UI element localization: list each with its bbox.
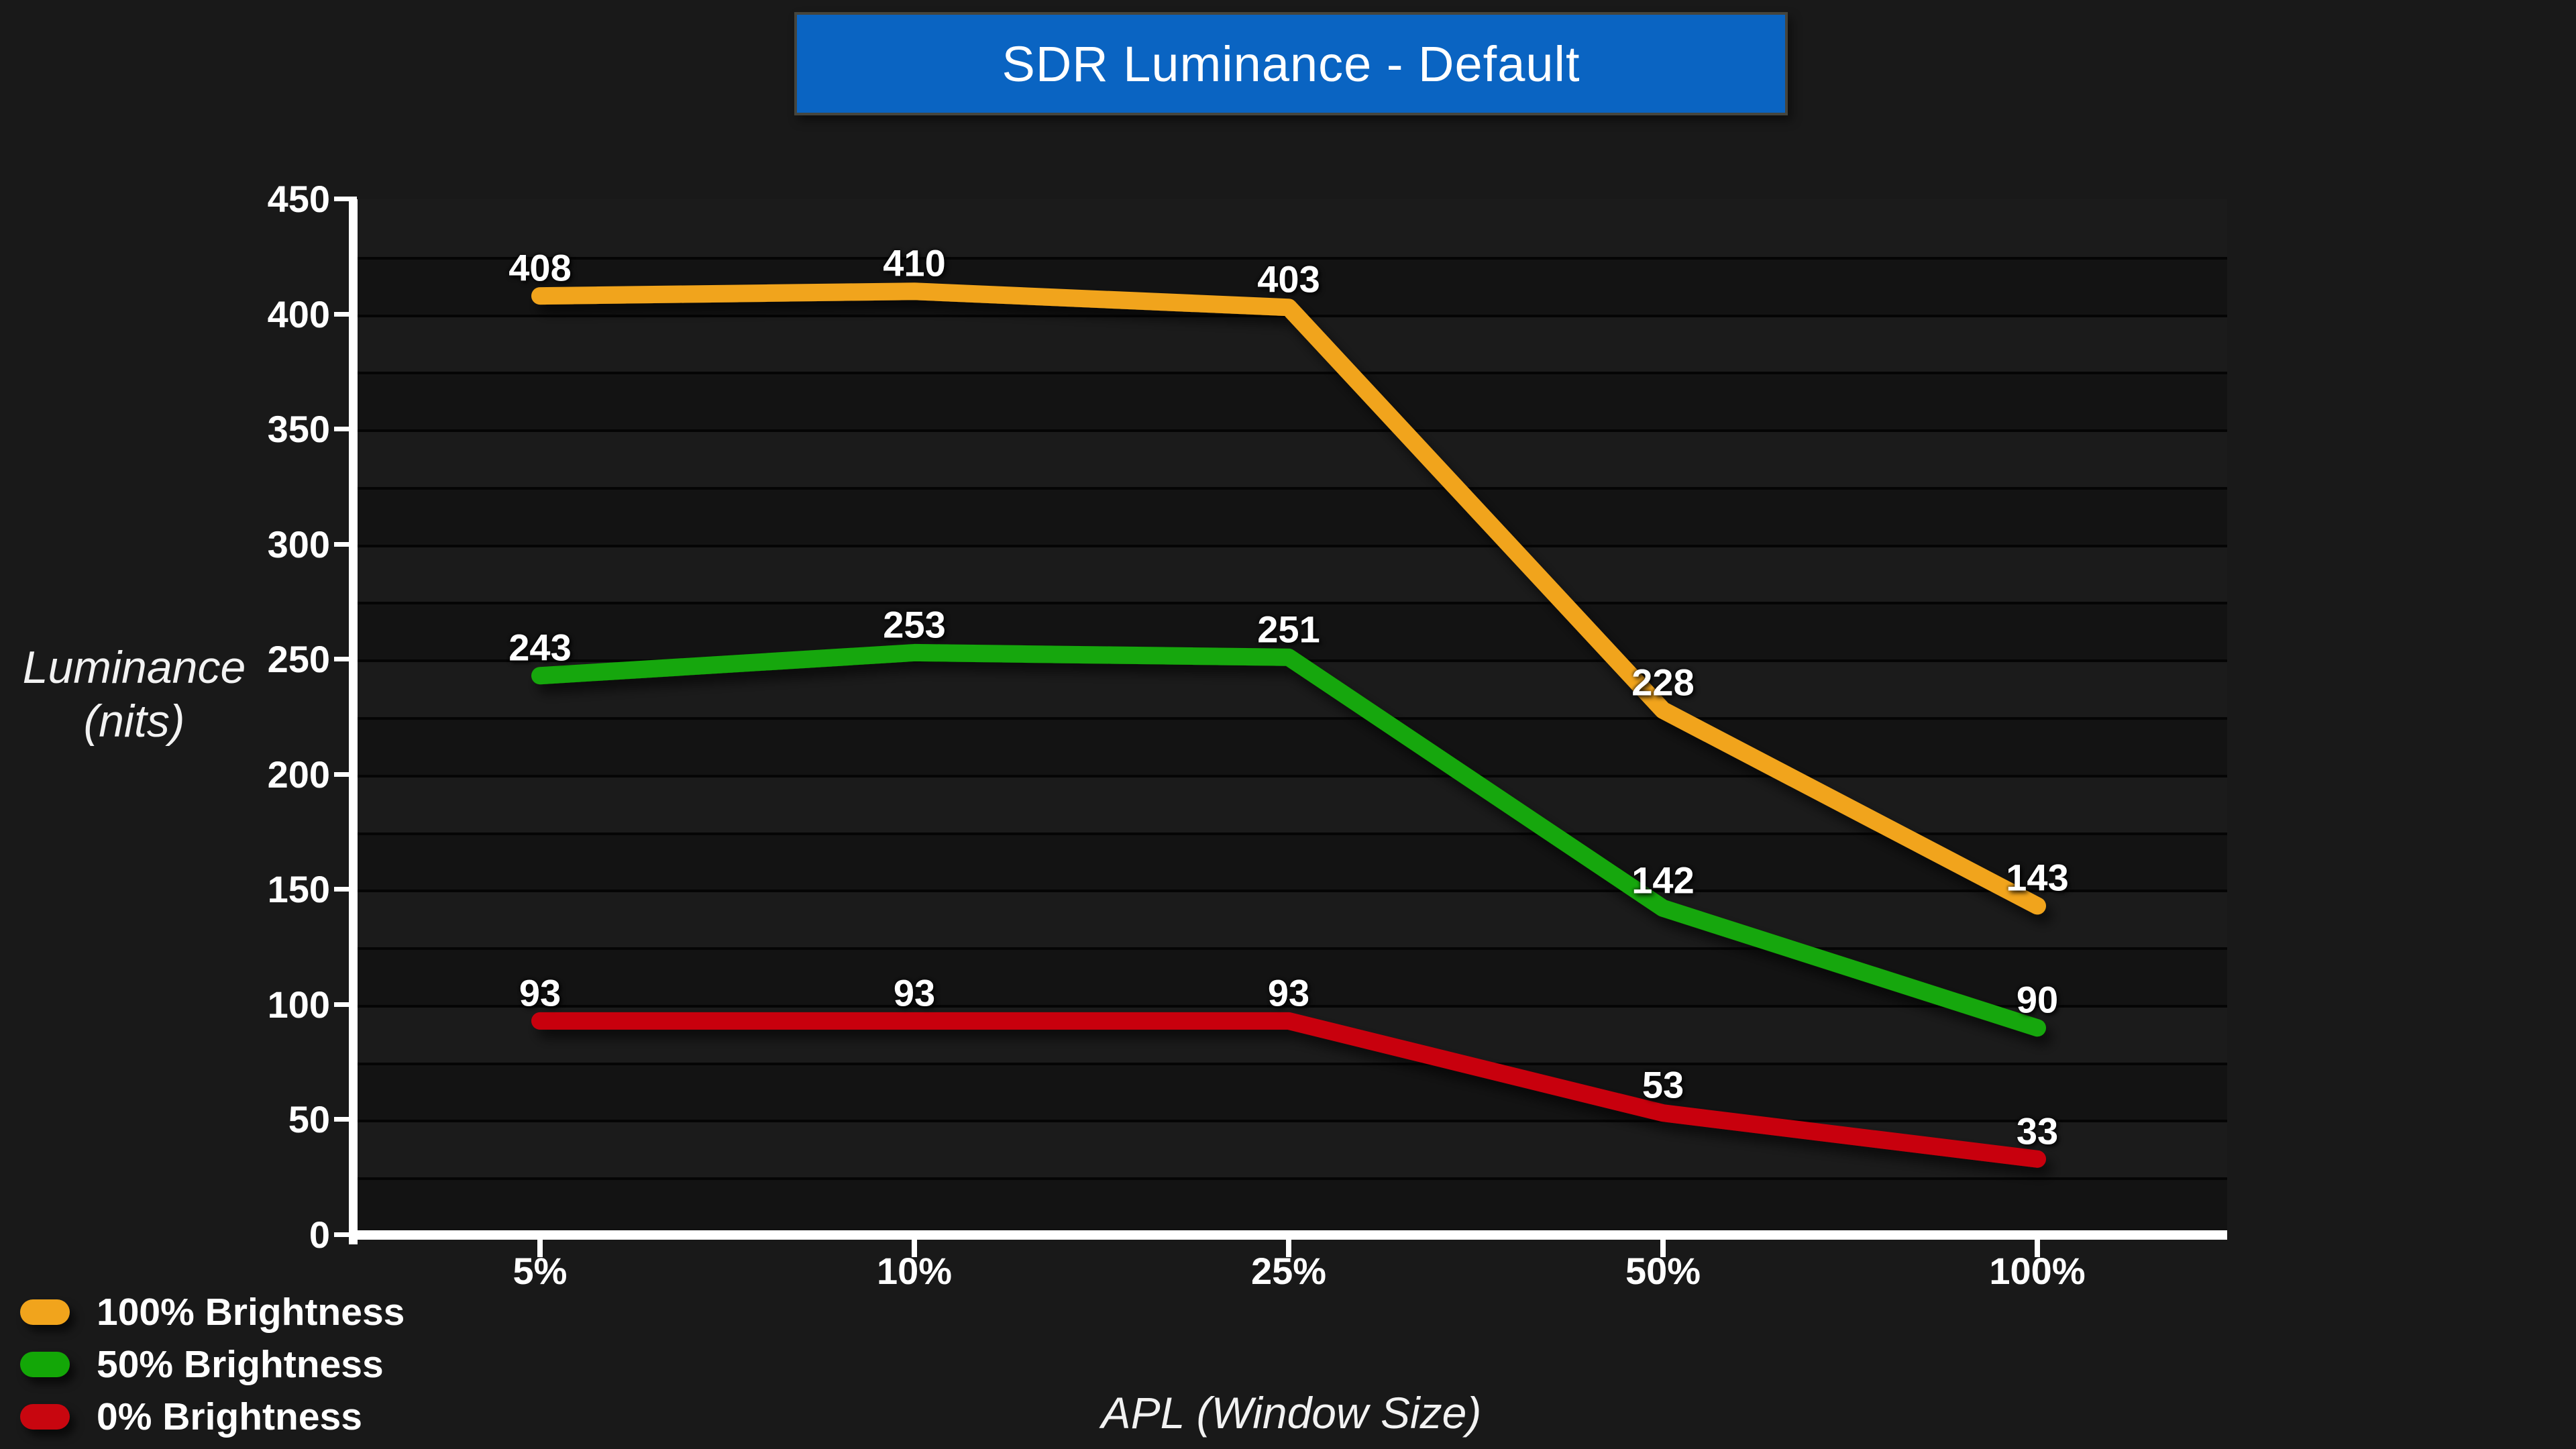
data-label: 403 — [1257, 258, 1320, 301]
data-label: 93 — [893, 971, 936, 1014]
x-axis-title: APL (Window Size) — [1101, 1388, 1482, 1438]
data-label: 410 — [883, 241, 946, 284]
x-axis-tick — [1660, 1240, 1666, 1257]
plot-band — [357, 372, 2227, 430]
plot-band — [357, 1062, 2227, 1120]
x-tick-label: 10% — [876, 1250, 953, 1292]
y-axis-tick — [334, 657, 357, 662]
data-label: 143 — [2006, 856, 2069, 899]
chart-title: SDR Luminance - Default — [1002, 36, 1580, 92]
y-axis-tick — [334, 1117, 357, 1122]
legend-label: 100% Brightness — [97, 1291, 405, 1334]
y-tick-label: 50 — [288, 1098, 330, 1141]
y-tick-label: 200 — [267, 753, 330, 796]
data-label: 93 — [519, 971, 561, 1014]
data-label: 253 — [883, 603, 946, 646]
data-label: 228 — [1631, 661, 1695, 704]
legend-item: 100% Brightness — [20, 1291, 405, 1334]
y-axis-tick — [334, 771, 357, 777]
y-tick-label: 100 — [267, 983, 330, 1026]
data-label: 33 — [2016, 1110, 2059, 1152]
y-tick-label: 400 — [267, 292, 330, 335]
x-axis — [349, 1230, 2227, 1240]
legend-label: 50% Brightness — [97, 1343, 384, 1386]
y-axis-tick — [334, 1232, 357, 1237]
y-tick-label: 450 — [267, 178, 330, 220]
y-tick-label: 0 — [309, 1214, 330, 1256]
plot-band — [357, 774, 2227, 833]
data-label: 251 — [1257, 608, 1320, 651]
data-label: 408 — [508, 246, 572, 289]
legend-label: 0% Brightness — [97, 1395, 362, 1438]
y-tick-label: 150 — [267, 868, 330, 911]
chart-title-box: SDR Luminance - Default — [794, 12, 1788, 115]
y-axis — [349, 199, 358, 1244]
x-axis-tick — [912, 1240, 917, 1257]
x-axis-tick — [1286, 1240, 1291, 1257]
y-axis-tick — [334, 311, 357, 317]
y-axis-tick — [334, 1002, 357, 1007]
data-label: 93 — [1267, 971, 1310, 1014]
y-tick-label: 350 — [267, 408, 330, 451]
legend-swatch — [20, 1404, 70, 1430]
x-tick-label: 50% — [1625, 1250, 1701, 1292]
y-axis-tick — [334, 197, 357, 201]
series-line — [531, 282, 2046, 915]
legend-swatch — [20, 1352, 70, 1377]
plot-band — [357, 1177, 2227, 1235]
data-label: 142 — [1631, 859, 1695, 902]
legend-swatch — [20, 1299, 70, 1325]
plot-band — [357, 486, 2227, 545]
series-lines — [531, 282, 2046, 1168]
plot-band — [357, 717, 2227, 775]
y-tick-label: 300 — [267, 523, 330, 566]
y-tick-label: 250 — [267, 638, 330, 681]
series-line — [531, 1012, 2046, 1168]
y-axis-tick — [334, 541, 357, 547]
data-label: 243 — [508, 626, 572, 669]
plot-band — [357, 429, 2227, 487]
plot-band — [357, 199, 2227, 257]
plot-area: 408 410 403 228 143 243 253 251 142 90 93 93 93 53 33 — [357, 199, 2227, 1235]
y-axis-tick — [334, 427, 357, 432]
series-line — [531, 643, 2046, 1037]
x-tick-label: 25% — [1250, 1250, 1327, 1292]
legend-item: 50% Brightness — [20, 1343, 405, 1386]
plot-band — [357, 890, 2227, 948]
legend: 100% Brightness 50% Brightness 0% Brightne… — [20, 1291, 405, 1438]
data-label: 90 — [2016, 978, 2059, 1021]
plot-bands — [357, 199, 2227, 1235]
x-tick-label: 5% — [513, 1250, 568, 1292]
x-axis-tick — [2035, 1240, 2040, 1257]
x-axis-tick — [537, 1240, 543, 1257]
plot-band — [357, 544, 2227, 602]
y-axis-tick — [334, 887, 357, 892]
data-label: 53 — [1642, 1063, 1684, 1106]
y-axis-title: Luminance (nits) — [22, 642, 246, 747]
x-tick-label: 100% — [1989, 1250, 2086, 1292]
legend-item: 0% Brightness — [20, 1395, 405, 1438]
